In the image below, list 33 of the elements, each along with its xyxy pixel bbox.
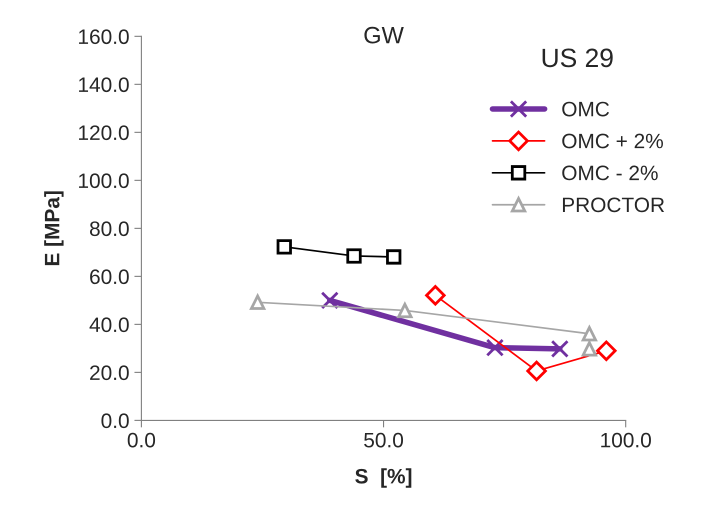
legend-label: OMC - 2%	[562, 166, 658, 180]
point	[346, 248, 362, 264]
annotation: US 29	[542, 48, 613, 68]
y-tick-label: 60.0	[90, 269, 129, 284]
x-axis-title: S [%]	[355, 468, 412, 488]
point	[250, 294, 266, 310]
point	[486, 338, 504, 357]
y-tick-label: 160.0	[79, 29, 129, 44]
point	[596, 340, 617, 362]
point	[386, 249, 402, 265]
legend-label: OMC	[562, 102, 610, 116]
y-tick-label: 80.0	[90, 221, 129, 236]
y-tick-label: 40.0	[90, 317, 129, 332]
point	[425, 285, 446, 306]
point	[276, 239, 292, 254]
point	[397, 302, 412, 318]
legend-label: PROCTOR	[562, 197, 664, 212]
point	[320, 291, 339, 310]
y-tick-label: 0.0	[101, 413, 129, 428]
y-tick-label: 140.0	[79, 77, 129, 92]
y-axis-title: E [MPa]	[44, 191, 64, 266]
y-tick-label: 20.0	[90, 365, 129, 380]
legend-label: OMC + 2%	[562, 134, 663, 148]
x-tick-label: 0.0	[128, 432, 156, 448]
chart-title: GW	[364, 26, 404, 44]
x-tick-label: 50.0	[364, 432, 404, 448]
point	[550, 340, 569, 358]
y-tick-label: 120.0	[79, 125, 129, 140]
y-tick-label: 100.0	[79, 173, 129, 188]
point	[582, 326, 598, 342]
point	[582, 341, 598, 356]
x-tick-label: 100.0	[601, 432, 651, 448]
point	[526, 360, 547, 382]
